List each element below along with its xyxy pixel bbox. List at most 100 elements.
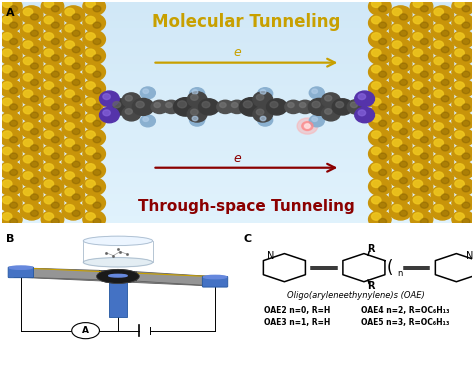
Circle shape bbox=[372, 213, 381, 220]
Circle shape bbox=[2, 33, 12, 40]
Circle shape bbox=[420, 186, 428, 192]
Circle shape bbox=[390, 6, 412, 23]
Circle shape bbox=[44, 82, 54, 89]
Circle shape bbox=[258, 114, 273, 126]
Circle shape bbox=[455, 98, 465, 106]
Circle shape bbox=[65, 188, 74, 196]
Circle shape bbox=[23, 8, 33, 16]
Circle shape bbox=[413, 197, 423, 204]
Circle shape bbox=[400, 79, 408, 86]
Circle shape bbox=[452, 194, 474, 212]
Circle shape bbox=[30, 30, 38, 36]
Circle shape bbox=[420, 55, 428, 61]
Circle shape bbox=[20, 169, 43, 187]
Circle shape bbox=[20, 153, 43, 171]
Circle shape bbox=[400, 161, 408, 167]
Circle shape bbox=[51, 202, 59, 208]
Circle shape bbox=[390, 104, 412, 122]
Circle shape bbox=[41, 194, 64, 212]
Circle shape bbox=[441, 128, 449, 135]
Circle shape bbox=[420, 71, 428, 77]
Circle shape bbox=[462, 186, 470, 192]
Ellipse shape bbox=[109, 274, 127, 277]
Circle shape bbox=[83, 161, 105, 179]
Circle shape bbox=[288, 102, 294, 108]
Circle shape bbox=[93, 169, 101, 176]
Circle shape bbox=[379, 219, 387, 225]
Circle shape bbox=[140, 115, 155, 127]
Text: (: ( bbox=[387, 259, 393, 277]
Circle shape bbox=[41, 161, 64, 179]
FancyBboxPatch shape bbox=[8, 267, 34, 278]
Circle shape bbox=[312, 89, 318, 93]
Circle shape bbox=[420, 87, 428, 94]
Circle shape bbox=[392, 8, 402, 16]
Circle shape bbox=[390, 186, 412, 203]
Circle shape bbox=[2, 0, 12, 7]
Circle shape bbox=[455, 131, 465, 138]
Circle shape bbox=[452, 96, 474, 113]
Circle shape bbox=[103, 94, 110, 100]
Text: N: N bbox=[267, 251, 275, 261]
Circle shape bbox=[2, 147, 12, 155]
Circle shape bbox=[462, 38, 470, 45]
Circle shape bbox=[30, 210, 38, 216]
Circle shape bbox=[372, 0, 381, 7]
Polygon shape bbox=[100, 270, 137, 281]
Text: N: N bbox=[466, 251, 474, 261]
Text: C: C bbox=[244, 234, 252, 244]
Circle shape bbox=[441, 194, 449, 200]
Circle shape bbox=[83, 178, 105, 195]
Circle shape bbox=[228, 100, 246, 113]
Text: Through-space Tunneling: Through-space Tunneling bbox=[138, 199, 355, 214]
Circle shape bbox=[379, 120, 387, 126]
Circle shape bbox=[41, 178, 64, 195]
Circle shape bbox=[462, 153, 470, 159]
Circle shape bbox=[434, 90, 444, 97]
Circle shape bbox=[379, 38, 387, 45]
Circle shape bbox=[336, 101, 344, 108]
Circle shape bbox=[410, 96, 433, 113]
Circle shape bbox=[332, 99, 353, 115]
Circle shape bbox=[372, 180, 381, 187]
Circle shape bbox=[400, 210, 408, 216]
Circle shape bbox=[441, 63, 449, 69]
Circle shape bbox=[9, 153, 18, 159]
Circle shape bbox=[455, 66, 465, 73]
Circle shape bbox=[9, 38, 18, 45]
Circle shape bbox=[369, 63, 391, 81]
Circle shape bbox=[41, 30, 64, 48]
Circle shape bbox=[312, 101, 320, 108]
Circle shape bbox=[410, 128, 433, 146]
Circle shape bbox=[434, 188, 444, 196]
Circle shape bbox=[369, 145, 391, 163]
Text: Oligo(aryleneethynylene)s (OAE): Oligo(aryleneethynylene)s (OAE) bbox=[287, 291, 425, 300]
Circle shape bbox=[100, 91, 119, 107]
Circle shape bbox=[62, 186, 84, 203]
Circle shape bbox=[452, 63, 474, 81]
Circle shape bbox=[434, 8, 444, 16]
Circle shape bbox=[452, 178, 474, 195]
Circle shape bbox=[379, 22, 387, 28]
Circle shape bbox=[462, 137, 470, 143]
Circle shape bbox=[65, 107, 74, 114]
Circle shape bbox=[413, 147, 423, 155]
Circle shape bbox=[51, 55, 59, 61]
Circle shape bbox=[44, 131, 54, 138]
Circle shape bbox=[392, 41, 402, 48]
Circle shape bbox=[83, 30, 105, 48]
Circle shape bbox=[65, 139, 74, 146]
Circle shape bbox=[390, 153, 412, 171]
Circle shape bbox=[410, 194, 433, 212]
Circle shape bbox=[0, 96, 22, 113]
Circle shape bbox=[51, 153, 59, 159]
Circle shape bbox=[30, 128, 38, 135]
Circle shape bbox=[143, 89, 148, 93]
Circle shape bbox=[30, 178, 38, 184]
Circle shape bbox=[420, 5, 428, 12]
Circle shape bbox=[410, 161, 433, 179]
Circle shape bbox=[51, 219, 59, 225]
Circle shape bbox=[379, 104, 387, 110]
Circle shape bbox=[2, 131, 12, 138]
Circle shape bbox=[390, 120, 412, 138]
